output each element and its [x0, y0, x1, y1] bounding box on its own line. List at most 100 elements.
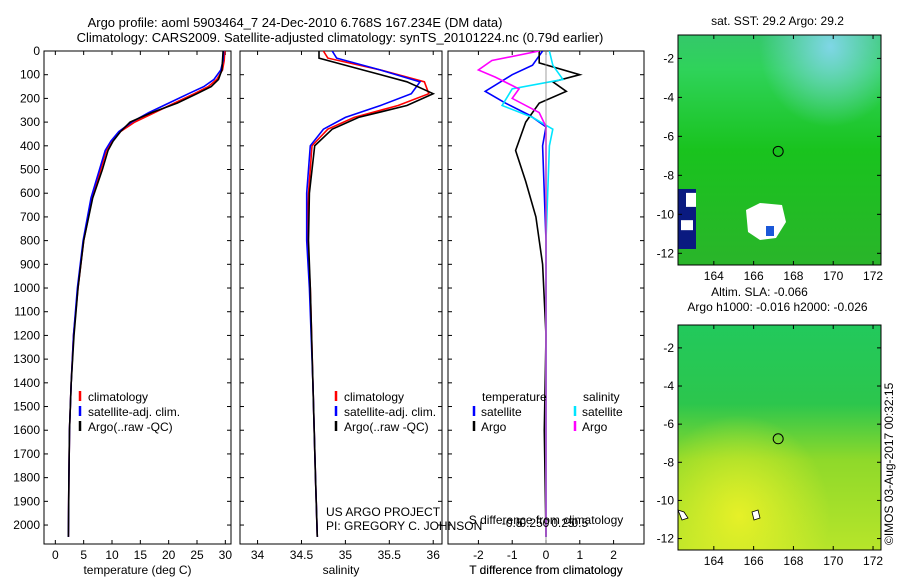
temperature-frame — [43, 50, 232, 545]
y-tick-label: 900 — [20, 257, 40, 271]
sst-map-panel: 164 166 168 170 172 -2 -4 -6 -8 -10 -12 sat. SST: 2… — [657, 14, 884, 283]
x-tick-label: 172 — [863, 554, 883, 568]
sla_map-field-overlay — [678, 325, 881, 550]
x-tick-label: 168 — [783, 269, 803, 283]
legend-label: Argo — [582, 420, 608, 434]
legend-label: satellite-adj. clim. — [344, 405, 436, 419]
x-tick-label: 170 — [823, 269, 843, 283]
x-tick-label: 30 — [219, 548, 233, 562]
x-tick-label: 170 — [823, 554, 843, 568]
x-tick-label: 0 — [543, 548, 550, 562]
x-tick-label: 20 — [162, 548, 176, 562]
difference-xlabel2: S difference from climatology — [469, 513, 624, 527]
y-tick-label: 1900 — [13, 494, 40, 508]
x-tick-label: 168 — [783, 554, 803, 568]
x-tick-label: 25 — [190, 548, 204, 562]
figure-title-line2: Climatology: CARS2009. Satellite-adjuste… — [77, 30, 604, 45]
y-tick-label: -4 — [663, 90, 674, 104]
y-tick-label: -8 — [663, 168, 674, 182]
x-tick-label: 35 — [339, 548, 353, 562]
y-tick-label: 600 — [20, 186, 40, 200]
timestamp-stamp: ©IMOS 03-Aug-2017 00:32:15 — [882, 382, 896, 545]
y-tick-label: -10 — [657, 207, 675, 221]
x-tick-label: -1 — [507, 548, 518, 562]
x-tick-label: 166 — [744, 554, 764, 568]
x-tick-label: 2 — [610, 548, 617, 562]
x-tick-label: -2 — [473, 548, 484, 562]
y-tick-label: -2 — [663, 51, 674, 65]
y-tick-label: -6 — [663, 417, 674, 431]
figure-title-line1: Argo profile: aoml 5903464_7 24-Dec-2010… — [88, 15, 503, 30]
y-tick-label: 700 — [20, 210, 40, 224]
salinity-panel: 34 34.5 35 35.5 36 salinity climatologysatelli… — [239, 50, 443, 577]
sst_map-title: sat. SST: 29.2 Argo: 29.2 — [711, 14, 844, 28]
legend-label: Argo(..raw -QC) — [88, 420, 173, 434]
series-line-argo — [67, 51, 224, 537]
legend-label: climatology — [88, 390, 148, 404]
y-tick-label: 1800 — [13, 471, 40, 485]
y-tick-label: 1700 — [13, 447, 40, 461]
top-x-tick-label: 0 — [543, 516, 550, 530]
temperature-series-group — [67, 51, 226, 537]
y-tick-label: -12 — [657, 532, 675, 546]
credit-pi: PI: GREGORY C. JOHNSON — [326, 519, 482, 533]
y-tick-label: 1300 — [13, 352, 40, 366]
y-tick-label: -6 — [663, 129, 674, 143]
y-tick-label: -8 — [663, 455, 674, 469]
series-line-S-Argo — [476, 51, 547, 537]
x-tick-label: 164 — [704, 554, 724, 568]
x-tick-label: 1 — [576, 548, 583, 562]
y-tick-label: 0 — [33, 44, 40, 58]
sla-map-panel: 164 166 168 170 172 -2 -4 -6 -8 -10 -12 Altim. SLA:… — [657, 285, 884, 568]
legend-label: satellite-adj. clim. — [88, 405, 180, 419]
x-tick-label: 35.5 — [378, 548, 402, 562]
temperature-xlabel: temperature (deg C) — [83, 563, 191, 577]
difference-xlabel: T difference from climatology — [469, 563, 623, 577]
x-tick-label: 0 — [52, 548, 59, 562]
y-tick-label: 200 — [20, 91, 40, 105]
y-tick-label: 300 — [20, 115, 40, 129]
sla_map-title: Altim. SLA: -0.066 — [711, 285, 808, 299]
coastline-center — [751, 509, 761, 521]
y-tick-label: 1000 — [13, 281, 40, 295]
sst_map-frame — [677, 34, 882, 266]
top-x-tick-label: -0.25 — [515, 516, 543, 530]
y-tick-label: -2 — [663, 341, 674, 355]
legend-title-temperature: temperature — [482, 390, 547, 404]
y-tick-label: 2000 — [13, 518, 40, 532]
temperature-panel: 0100200300400500600700800900100011001200… — [13, 44, 232, 577]
x-tick-label: 34.5 — [290, 548, 314, 562]
data-gap-west-2 — [681, 220, 693, 231]
salinity-frame — [239, 50, 443, 545]
salinity-series-group — [305, 51, 436, 537]
y-tick-label: 500 — [20, 163, 40, 177]
island-patch — [766, 226, 774, 236]
series-line-argo — [307, 51, 436, 537]
difference-panel: -2 -1 0 1 2T difference from climatology -0.5… — [447, 50, 645, 577]
legend-label: Argo — [481, 420, 507, 434]
data-gap-west — [686, 192, 696, 207]
y-tick-label: 1200 — [13, 328, 40, 342]
x-tick-label: 5 — [80, 548, 87, 562]
y-tick-label: 800 — [20, 234, 40, 248]
coastline-west — [677, 509, 689, 521]
credit-project: US ARGO PROJECT — [326, 505, 441, 519]
legend-label: Argo(..raw -QC) — [344, 420, 429, 434]
y-tick-label: -10 — [657, 493, 675, 507]
x-tick-label: 34 — [251, 548, 265, 562]
y-tick-label: 400 — [20, 139, 40, 153]
y-tick-label: 1400 — [13, 376, 40, 390]
salinity-xlabel: salinity — [323, 563, 360, 577]
legend-label: satellite — [582, 405, 623, 419]
sla_map-subtitle: Argo h1000: -0.016 h2000: -0.026 — [687, 300, 867, 314]
argo-position-marker — [772, 145, 784, 157]
sla_map-frame — [677, 324, 882, 551]
y-tick-label: 1100 — [14, 305, 40, 319]
y-tick-label: 100 — [20, 68, 40, 82]
series-line-S-satellite — [500, 51, 565, 537]
difference-xlabel: T difference from climatology — [469, 563, 623, 577]
top-x-tick-label: 0.5 — [571, 516, 588, 530]
x-tick-label: 166 — [744, 269, 764, 283]
x-tick-label: 172 — [863, 269, 883, 283]
legend-label: satellite — [481, 405, 522, 419]
